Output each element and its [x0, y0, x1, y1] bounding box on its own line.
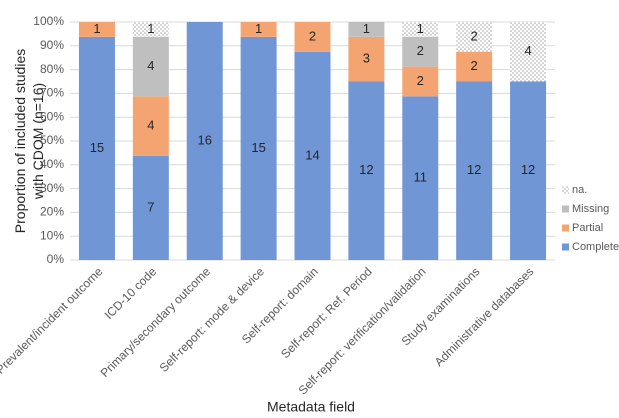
- y-tick-label: 10%: [40, 228, 64, 242]
- x-axis-title: Metadata field: [267, 399, 355, 415]
- data-label: 2: [417, 43, 424, 58]
- bar-segment: [402, 22, 439, 37]
- legend-swatch: [562, 205, 569, 213]
- bar-segment: [186, 22, 223, 260]
- data-label: 2: [417, 73, 424, 88]
- data-label: 2: [471, 58, 478, 73]
- data-label: 11: [414, 170, 428, 185]
- y-axis-title-line1: Proportion of included studies with CDOM …: [12, 49, 46, 233]
- legend-swatch: [562, 224, 569, 232]
- bar-segment: [132, 22, 169, 37]
- legend-swatch: [562, 186, 569, 194]
- data-label: 2: [471, 28, 478, 43]
- bar-segment: [510, 81, 547, 260]
- data-label: 15: [251, 140, 265, 155]
- bar-segment: [78, 22, 115, 37]
- data-label: 4: [147, 118, 154, 133]
- y-tick-label: 90%: [40, 38, 64, 52]
- x-tick-label: Administrative databases: [432, 264, 537, 369]
- data-label: 1: [363, 21, 370, 36]
- legend-label: Missing: [572, 203, 609, 215]
- data-label: 12: [521, 162, 535, 177]
- bar-segment: [456, 81, 493, 260]
- y-tick-label: 0%: [47, 252, 65, 266]
- data-label: 12: [467, 162, 481, 177]
- x-tick-label: Primary/secondary outcome: [98, 264, 214, 380]
- data-label: 3: [363, 51, 370, 66]
- bar-segment: [456, 51, 493, 82]
- bar-segment: [456, 22, 493, 52]
- y-tick-label: 70%: [40, 86, 64, 100]
- y-tick-label: 30%: [40, 181, 64, 195]
- data-label: 2: [309, 28, 316, 43]
- y-tick-label: 100%: [33, 14, 64, 28]
- bar-segment: [78, 36, 115, 260]
- legend-swatch: [562, 243, 569, 251]
- bar-segment: [240, 22, 277, 37]
- y-tick-label: 60%: [40, 109, 64, 123]
- legend-label: na.: [572, 184, 587, 196]
- x-tick-label: ICD-10 code: [102, 264, 160, 322]
- bar-segment: [132, 155, 169, 260]
- y-tick-label: 80%: [40, 62, 64, 76]
- bar-segment: [402, 36, 439, 67]
- bar-segment: [348, 22, 385, 37]
- y-tick-label: 40%: [40, 157, 64, 171]
- y-tick-label: 50%: [40, 133, 64, 147]
- data-label: 14: [305, 147, 319, 162]
- bar-segment: [294, 51, 331, 260]
- data-label: 1: [255, 21, 262, 36]
- bar-segment: [510, 22, 547, 82]
- bar-segment: [348, 81, 385, 260]
- data-label: 1: [147, 21, 154, 36]
- data-label: 1: [417, 21, 424, 36]
- bar-segment: [240, 36, 277, 260]
- data-label: 16: [197, 132, 211, 147]
- data-label: 7: [147, 199, 154, 214]
- legend-label: Complete: [572, 241, 619, 253]
- bar-segment: [348, 36, 385, 82]
- legend-label: Partial: [572, 222, 603, 234]
- data-label: 4: [147, 58, 154, 73]
- data-label: 4: [524, 43, 531, 58]
- bar-segment: [132, 36, 169, 97]
- x-tick-label: Self-report: Ref. Period: [278, 264, 375, 361]
- x-tick-label: Prevalent/incident outcome: [0, 264, 106, 376]
- y-tick-label: 20%: [40, 205, 64, 219]
- bar-segment: [402, 96, 439, 260]
- x-tick-label: Self-report: mode & device: [157, 264, 268, 375]
- bar-segment: [294, 22, 331, 52]
- bar-segment: [132, 96, 169, 156]
- data-label: 1: [93, 21, 100, 36]
- data-label: 12: [359, 162, 373, 177]
- bar-segment: [402, 66, 439, 97]
- data-label: 15: [90, 140, 104, 155]
